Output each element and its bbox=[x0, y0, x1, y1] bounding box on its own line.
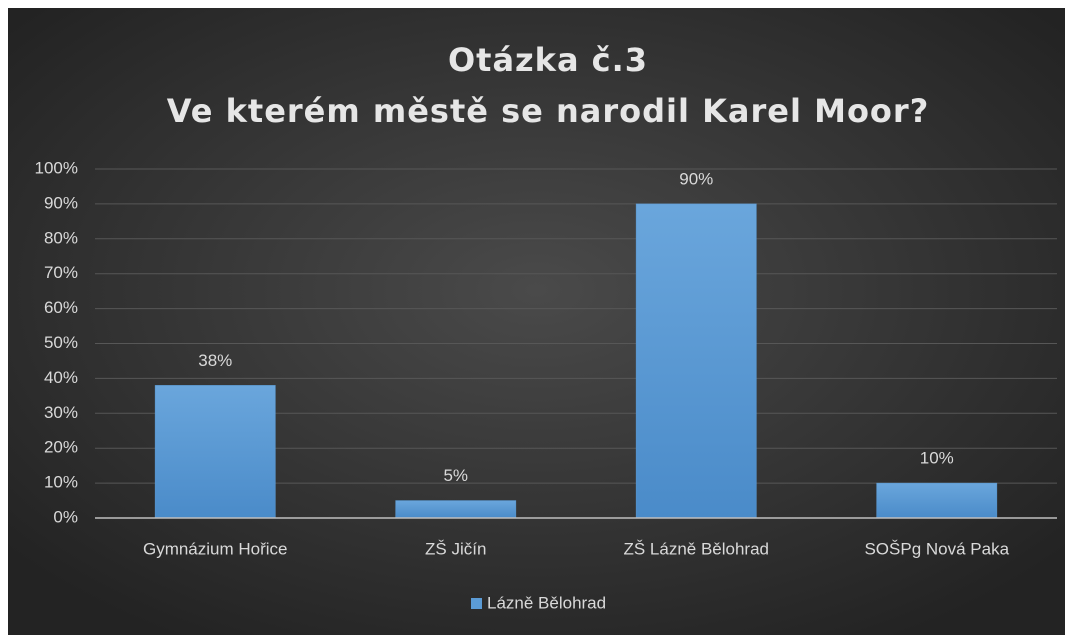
bar bbox=[395, 500, 517, 519]
y-tick-label: 60% bbox=[44, 298, 78, 317]
y-tick-label: 20% bbox=[44, 438, 78, 457]
x-tick-label: ZŠ Jičín bbox=[425, 539, 486, 558]
legend-swatch bbox=[471, 598, 482, 609]
y-tick-label: 70% bbox=[44, 263, 78, 282]
y-tick-label: 30% bbox=[44, 403, 78, 422]
y-tick-label: 80% bbox=[44, 228, 78, 247]
legend-label: Lázně Bělohrad bbox=[487, 593, 606, 612]
bar bbox=[876, 482, 998, 519]
chart-title: Otázka č.3 bbox=[448, 41, 648, 79]
data-label: 90% bbox=[679, 169, 713, 188]
x-tick-label: ZŠ Lázně Bělohrad bbox=[623, 539, 769, 558]
y-tick-label: 0% bbox=[53, 507, 78, 526]
y-tick-label: 40% bbox=[44, 368, 78, 387]
x-tick-label: SOŠPg Nová Paka bbox=[864, 539, 1009, 558]
data-label: 10% bbox=[920, 449, 954, 468]
data-label: 5% bbox=[443, 466, 468, 485]
y-tick-label: 100% bbox=[35, 158, 78, 177]
data-label: 38% bbox=[198, 351, 232, 370]
chart-background bbox=[8, 8, 1065, 635]
y-tick-label: 50% bbox=[44, 333, 78, 352]
chart-subtitle: Ve kterém městě se narodil Karel Moor? bbox=[167, 92, 930, 130]
y-tick-label: 90% bbox=[44, 193, 78, 212]
bar bbox=[635, 203, 757, 519]
y-tick-label: 10% bbox=[44, 473, 78, 492]
x-tick-label: Gymnázium Hořice bbox=[143, 539, 288, 558]
bar bbox=[154, 385, 276, 519]
